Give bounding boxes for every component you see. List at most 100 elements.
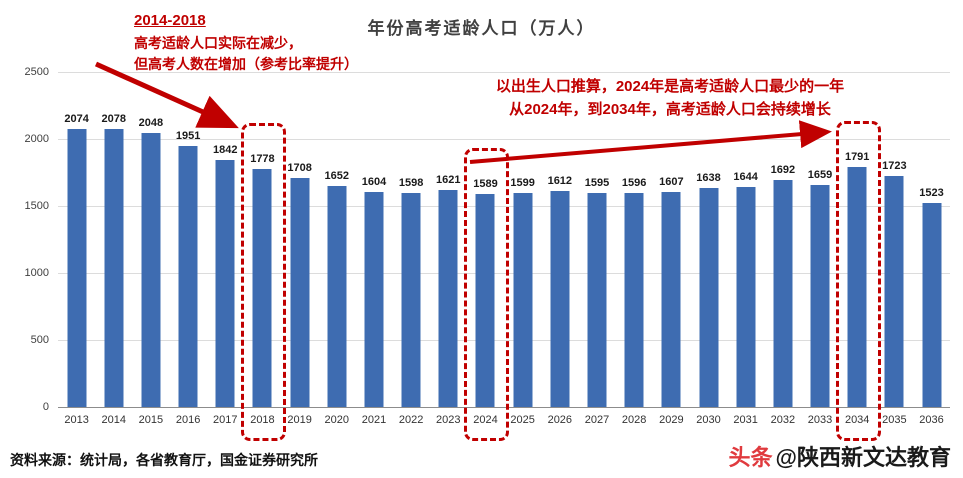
bar-value-label: 1652 <box>324 169 350 182</box>
bar-value-label: 1596 <box>621 177 647 190</box>
annotation-line: 高考适龄人口实际在减少， <box>134 34 302 51</box>
x-axis-label: 2031 <box>733 414 758 426</box>
bar-column-2022: 1598 2022 <box>393 72 430 426</box>
gridline <box>58 72 950 73</box>
y-axis-tick-label: 1500 <box>24 200 49 212</box>
bar-column-2020: 1652 2020 <box>318 72 355 426</box>
bar-value-label: 1723 <box>882 160 907 173</box>
bar-value-label: 1778 <box>250 152 275 165</box>
bar <box>438 189 458 407</box>
bar <box>327 185 347 407</box>
x-axis-label: 2022 <box>398 414 424 426</box>
bar-series: 2074 2013 2078 2014 2048 2015 1951 2016 1842 2017… <box>58 72 950 441</box>
watermark-handle: @陕西新文达教育 <box>775 445 951 470</box>
bar <box>847 167 867 407</box>
highlight-dashed-box-2024 <box>463 148 510 441</box>
bar-value-label: 1708 <box>287 162 312 175</box>
toutiao-logo: 头条 <box>728 445 773 470</box>
bar <box>624 193 644 407</box>
bar-chart-plot-area: 0 500 1000 1500 2000 2500 2074 2013 2078 2014 2048… <box>25 66 950 441</box>
x-axis-label: 2036 <box>919 414 944 426</box>
x-axis-label: 2018 <box>250 414 275 426</box>
bar-value-label: 2048 <box>138 116 164 129</box>
bar <box>661 191 681 407</box>
x-axis-label: 2014 <box>101 414 126 426</box>
y-axis-tick-label: 1000 <box>24 267 49 279</box>
bar <box>401 192 421 407</box>
bar <box>215 160 235 407</box>
gridline <box>58 206 950 207</box>
bar-column-2019: 1708 2019 <box>281 72 318 426</box>
x-axis-label: 2021 <box>361 414 387 426</box>
bar-column-2017: 1842 2017 <box>207 72 244 426</box>
bar-value-label: 1791 <box>844 151 870 164</box>
bar-value-label: 1842 <box>213 144 238 157</box>
bar <box>922 202 942 407</box>
gridline <box>58 273 950 274</box>
x-axis-label: 2030 <box>696 414 721 426</box>
bar-column-2021: 1604 2021 <box>355 72 392 426</box>
x-axis-label: 2034 <box>844 414 870 426</box>
bar <box>810 184 830 407</box>
bar-value-label: 1621 <box>436 173 461 186</box>
watermark: 头条 @陕西新文达教育 <box>729 440 951 472</box>
bar <box>699 187 718 407</box>
bar-value-label: 1951 <box>175 129 201 142</box>
bar-column-2016: 1951 2016 <box>170 72 207 426</box>
bar-column-2036: 1523 2036 <box>913 72 950 426</box>
bar-value-label: 1692 <box>770 164 796 177</box>
bar <box>773 180 793 407</box>
x-axis-label: 2029 <box>659 414 684 426</box>
bar-column-2033: 1659 2033 <box>801 72 838 426</box>
source-note: 资料来源：统计局，各省教育厅，国金证券研究所 <box>10 452 318 468</box>
annotation-line: 以出生人口推算，2024年是高考适龄人口最少的一年 <box>495 78 845 95</box>
bar-column-2035: 1723 2035 <box>876 72 913 426</box>
bar-value-label: 1644 <box>733 170 758 183</box>
bar <box>736 186 756 407</box>
annotation-2014-2018: 2014-2018 高考适龄人口实际在减少， 但高考人数在增加（参考比率提升） <box>134 10 358 75</box>
bar-column-2028: 1596 2028 <box>616 72 653 426</box>
y-axis-tick-label: 500 <box>30 334 49 346</box>
bar-column-2030: 1638 2030 <box>690 72 727 426</box>
x-axis-label: 2032 <box>770 414 796 426</box>
bar-column-2013: 2074 2013 <box>58 72 95 426</box>
x-axis-label: 2035 <box>882 414 907 426</box>
bar <box>252 168 272 407</box>
bar-column-2031: 1644 2031 <box>727 72 764 426</box>
bar-value-label: 1595 <box>584 177 610 190</box>
bar <box>513 192 533 407</box>
highlight-dashed-box-2034 <box>835 121 881 441</box>
bar <box>884 176 904 407</box>
x-axis-label: 2033 <box>807 414 833 426</box>
bar-column-2015: 2048 2015 <box>132 72 169 426</box>
bar-value-label: 1638 <box>696 171 721 184</box>
x-axis-label: 2015 <box>138 414 164 426</box>
bar <box>290 178 310 407</box>
x-axis-label: 2016 <box>175 414 201 426</box>
bar-column-2027: 1595 2027 <box>578 72 615 426</box>
bar-column-2025: 1599 2025 <box>504 72 541 426</box>
bar-value-label: 1607 <box>659 175 684 188</box>
bar-column-2023: 1621 2023 <box>430 72 467 426</box>
x-axis-label: 2028 <box>621 414 647 426</box>
bar-column-2018: 1778 2018 <box>240 72 287 441</box>
x-axis-label: 2026 <box>547 414 573 426</box>
y-axis-tick-label: 2500 <box>24 66 49 78</box>
bar <box>67 129 87 407</box>
chart-title: 年份高考适龄人口（万人） <box>367 19 596 38</box>
x-axis-label: 2020 <box>324 414 350 426</box>
annotation-line: 从2024年，到2034年，高考适龄人口会持续增长 <box>509 100 831 118</box>
bar-value-label: 1604 <box>361 176 387 189</box>
bar-value-label: 1589 <box>473 178 498 191</box>
bar-column-2024: 1589 2024 <box>463 72 510 441</box>
x-axis-label: 2017 <box>213 414 238 426</box>
bar-value-label: 1599 <box>510 176 535 189</box>
gridline <box>58 340 950 341</box>
bar <box>104 128 124 407</box>
bar-value-label: 2078 <box>101 112 126 125</box>
bar <box>178 145 198 407</box>
x-axis-label: 2025 <box>510 414 535 426</box>
bar-value-label: 2074 <box>64 113 89 126</box>
bar <box>364 192 384 407</box>
